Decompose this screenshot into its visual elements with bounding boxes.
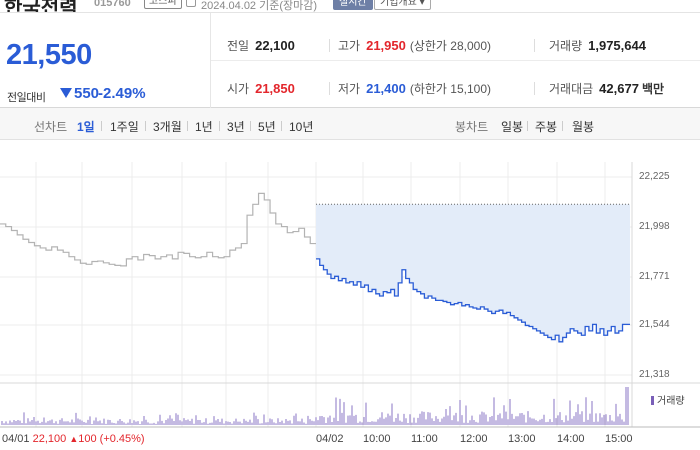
x-tick-label: 10:00 xyxy=(363,433,391,445)
divider xyxy=(534,39,535,52)
tab-1y[interactable]: 1년 xyxy=(195,120,213,134)
stat-label: 전일 xyxy=(227,39,250,53)
change-value: 550 xyxy=(60,85,99,102)
chart-tab-bar: 선차트 1일 1주일 3개월 1년 3년 5년 10년 봉차트 일봉 주봉 월봉 xyxy=(0,108,700,140)
stat-volume: 거래량 1,975,644 xyxy=(549,37,646,54)
tab-3m[interactable]: 3개월 xyxy=(153,120,182,134)
x-tick-label: 14:00 xyxy=(557,433,585,445)
prev-day-summary: 04/01 22,100 ▲100 (+0.45%) xyxy=(2,433,145,445)
y-tick-label: 22,225 xyxy=(639,171,670,182)
change-percent: -2.49% xyxy=(98,85,146,102)
stat-amount: 거래대금 42,677 백만 xyxy=(549,80,664,97)
divider xyxy=(527,121,528,131)
y-tick-label: 21,318 xyxy=(639,369,670,380)
stat-label: 거래대금 xyxy=(549,82,594,96)
divider xyxy=(101,121,102,131)
company-overview-button[interactable]: 기업개요 ▾ xyxy=(374,0,431,10)
stat-label: 고가 xyxy=(338,39,361,53)
divider xyxy=(329,82,330,95)
divider xyxy=(281,121,282,131)
stat-low: 저가 21,400 (하한가 15,100) xyxy=(338,80,491,97)
divider xyxy=(210,13,211,108)
divider xyxy=(211,60,700,61)
line-chart-label[interactable]: 선차트 xyxy=(34,120,68,134)
stat-value: 22,100 xyxy=(255,38,295,53)
divider xyxy=(329,39,330,52)
current-price: 21,550 xyxy=(6,39,92,71)
tab-5y[interactable]: 5년 xyxy=(258,120,276,134)
divider xyxy=(250,121,251,131)
tab-1w[interactable]: 1주일 xyxy=(110,120,139,134)
lower-limit: (하한가 15,100) xyxy=(409,82,492,96)
stat-label: 시가 xyxy=(227,82,250,96)
series-line-today xyxy=(316,258,630,343)
area-fill-today xyxy=(316,204,630,342)
market-badge: 코스피 xyxy=(144,0,182,9)
x-tick-label: 13:00 xyxy=(508,433,536,445)
tab-3y[interactable]: 3년 xyxy=(227,120,245,134)
up-triangle-icon: ▲ xyxy=(69,434,79,444)
clock-icon xyxy=(186,0,196,7)
tab-10y[interactable]: 10년 xyxy=(289,120,314,134)
x-tick-label: 04/02 xyxy=(316,433,344,445)
prev-day-close: 22,100 xyxy=(32,433,67,445)
chart-canvas xyxy=(0,162,700,428)
down-triangle-icon xyxy=(60,88,72,98)
volume-legend-label: 거래량 xyxy=(657,396,685,407)
y-tick-label: 21,544 xyxy=(639,319,670,330)
stat-value: 21,400 xyxy=(366,81,406,96)
upper-limit: (상한가 28,000) xyxy=(409,39,492,53)
price-box: 21,550 전일대비 550 -2.49% xyxy=(0,13,210,108)
y-tick-label: 21,771 xyxy=(639,271,670,282)
stat-value: 42,677 xyxy=(599,81,639,96)
amount-unit: 백만 xyxy=(641,82,665,96)
series-line-prev-day xyxy=(0,192,316,267)
tab-1d[interactable]: 1일 xyxy=(77,120,95,134)
stat-value: 21,950 xyxy=(366,38,406,53)
company-overview-label: 기업개요 xyxy=(380,0,417,8)
divider xyxy=(219,121,220,131)
realtime-button[interactable]: 실시간 xyxy=(333,0,373,10)
change-label: 전일대비 xyxy=(7,92,46,104)
tab-weekly-candle[interactable]: 주봉 xyxy=(535,120,558,134)
chevron-down-icon: ▾ xyxy=(419,0,425,8)
x-tick-label: 15:00 xyxy=(605,433,633,445)
stat-open: 시가 21,850 xyxy=(227,80,295,97)
x-tick-label: 12:00 xyxy=(460,433,488,445)
stat-label: 저가 xyxy=(338,82,361,96)
stock-name: 한국전력 xyxy=(4,0,78,12)
stock-header: 한국전력 015760 코스피 2024.04.02 기준(장마감) 실시간 기… xyxy=(0,0,700,12)
volume-swatch xyxy=(651,396,654,405)
divider xyxy=(562,121,563,131)
tab-daily-candle[interactable]: 일봉 xyxy=(501,120,524,134)
prev-day-change: 100 xyxy=(78,433,97,445)
divider xyxy=(145,121,146,131)
stat-prev-close: 전일 22,100 xyxy=(227,37,295,54)
prev-day-change-pct: (+0.45%) xyxy=(99,433,145,445)
tab-monthly-candle[interactable]: 월봉 xyxy=(572,120,595,134)
stat-value: 21,850 xyxy=(255,81,295,96)
stat-value: 1,975,644 xyxy=(588,38,646,53)
stat-high: 고가 21,950 (상한가 28,000) xyxy=(338,37,491,54)
prev-day-date: 04/01 xyxy=(2,433,30,445)
change-amount: 550 xyxy=(74,85,100,102)
stock-code: 015760 xyxy=(94,0,131,9)
x-tick-label: 11:00 xyxy=(411,433,438,445)
price-chart[interactable]: 22,225 21,998 21,771 21,544 21,318 거래량 0… xyxy=(0,140,700,450)
stat-label: 거래량 xyxy=(549,39,583,53)
as-of-date: 2024.04.02 기준(장마감) xyxy=(201,0,318,12)
divider xyxy=(187,121,188,131)
volume-legend: 거래량 xyxy=(651,392,685,407)
divider xyxy=(534,82,535,95)
quote-summary: 21,550 전일대비 550 -2.49% 전일 22,100 고가 21,950… xyxy=(0,12,700,108)
y-tick-label: 21,998 xyxy=(639,221,670,232)
candle-chart-label[interactable]: 봉차트 xyxy=(455,120,489,134)
